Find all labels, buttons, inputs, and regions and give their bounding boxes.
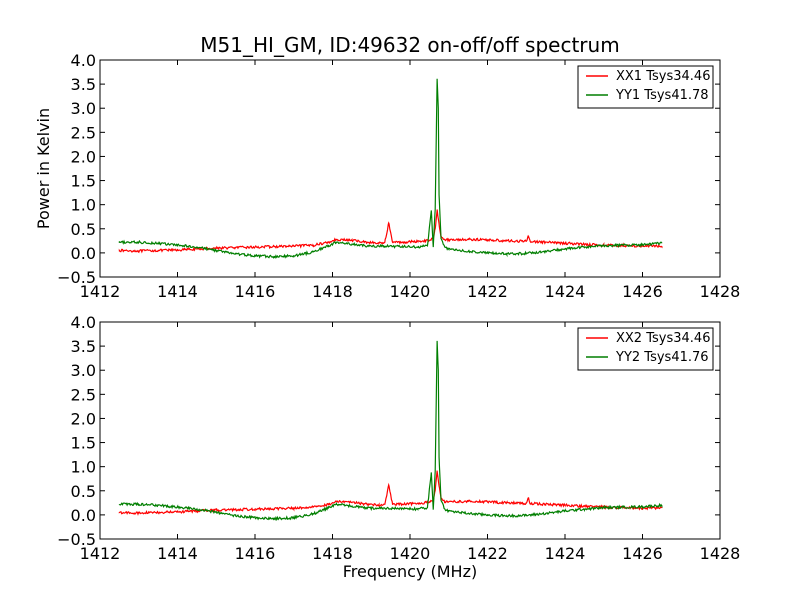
legend-box <box>577 65 714 109</box>
legend: XX1 Tsys34.46 YY1 Tsys41.78 <box>577 65 714 109</box>
x-tick-label: 1420 <box>390 544 431 563</box>
x-tick-label: 1420 <box>390 282 431 301</box>
legend-entry: XX1 Tsys34.46 <box>616 69 710 84</box>
x-axis-title: Frequency (MHz) <box>343 562 477 581</box>
series-line-xx2 <box>118 470 663 516</box>
y-tick-label: 0.0 <box>71 244 96 263</box>
x-tick-label: 1424 <box>545 544 586 563</box>
x-tick-label: 1414 <box>157 544 198 563</box>
y-tick-label: 1.0 <box>71 458 96 477</box>
legend-box <box>577 327 714 371</box>
y-tick-label: 3.0 <box>71 99 96 118</box>
legend-entry: YY1 Tsys41.78 <box>615 88 709 103</box>
legend: XX2 Tsys34.46 YY2 Tsys41.76 <box>577 327 714 371</box>
figure-title: M51_HI_GM, ID:49632 on-off/off spectrum <box>200 33 619 57</box>
x-tick-label: 1426 <box>622 544 663 563</box>
x-tick-label: 1416 <box>235 282 276 301</box>
y-tick-label: 2.5 <box>71 123 96 142</box>
y-tick-label: 0.0 <box>71 506 96 525</box>
top-panel: 1412 1414 1416 1418 1420 1422 1424 1426 1428 −0.5… <box>34 51 740 301</box>
series-line-yy1 <box>118 78 663 259</box>
x-tick-label: 1416 <box>235 544 276 563</box>
x-tick-label: 1422 <box>467 544 508 563</box>
y-tick-label: 4.0 <box>71 313 96 332</box>
y-tick-label: −0.5 <box>57 530 96 549</box>
y-tick-label: −0.5 <box>57 268 96 287</box>
legend-entry: XX2 Tsys34.46 <box>616 331 710 346</box>
y-tick-label: 4.0 <box>71 51 96 70</box>
y-tick-label: 1.0 <box>71 196 96 215</box>
y-tick-label: 2.0 <box>71 409 96 428</box>
x-tick-label: 1418 <box>312 282 353 301</box>
y-tick-label: 0.5 <box>71 220 96 239</box>
x-tick-label: 1412 <box>80 544 121 563</box>
x-tick-label: 1428 <box>700 544 741 563</box>
y-tick-label: 1.5 <box>71 434 96 453</box>
x-tick-label: 1414 <box>157 282 198 301</box>
x-tick-label: 1428 <box>700 282 741 301</box>
series-line-yy2 <box>118 340 663 522</box>
x-tick-label: 1426 <box>622 282 663 301</box>
legend-entry: YY2 Tsys41.76 <box>615 350 709 365</box>
y-tick-label: 0.5 <box>71 482 96 501</box>
y-tick-label: 3.5 <box>71 337 96 356</box>
y-tick-label: 3.0 <box>71 361 96 380</box>
bottom-panel: 1412 1414 1416 1418 1420 1422 1424 1426 1428 −0.5… <box>57 313 740 581</box>
x-tick-label: 1412 <box>80 282 121 301</box>
series-group <box>118 340 663 522</box>
y-axis-title: Power in Kelvin <box>34 108 53 229</box>
series-group <box>118 78 663 259</box>
y-tick-label: 2.5 <box>71 385 96 404</box>
y-tick-label: 1.5 <box>71 172 96 191</box>
x-tick-label: 1424 <box>545 282 586 301</box>
y-tick-label: 2.0 <box>71 147 96 166</box>
x-tick-label: 1418 <box>312 544 353 563</box>
x-tick-label: 1422 <box>467 282 508 301</box>
y-tick-label: 3.5 <box>71 75 96 94</box>
